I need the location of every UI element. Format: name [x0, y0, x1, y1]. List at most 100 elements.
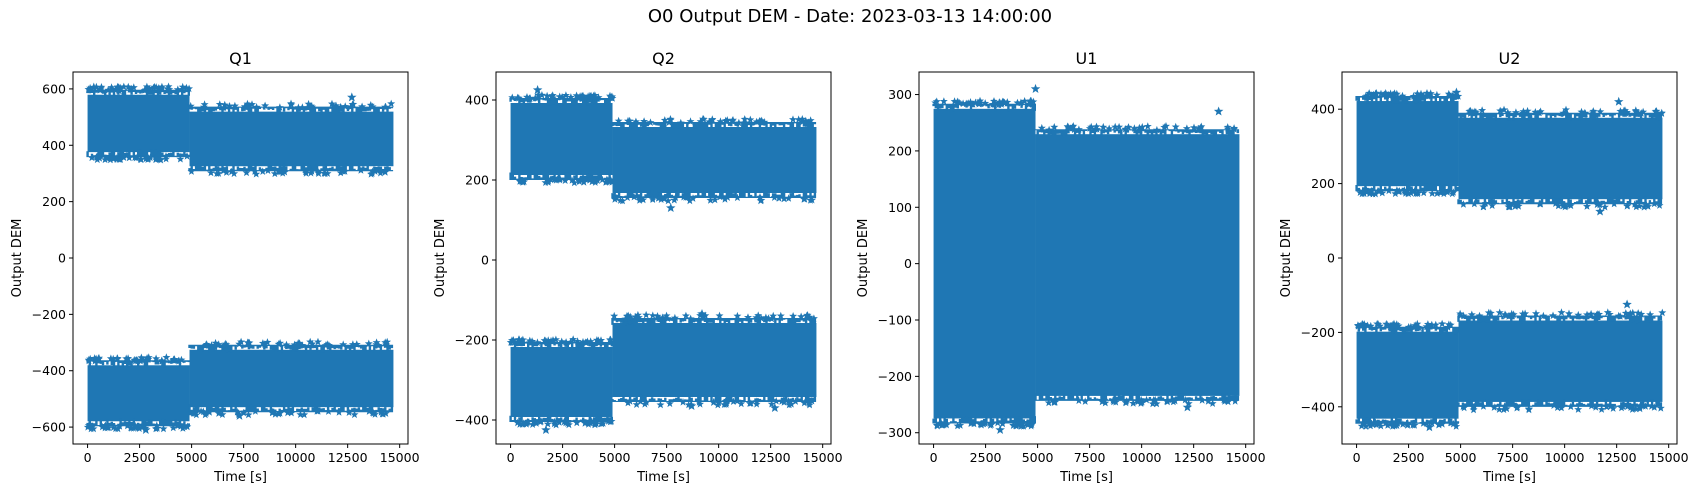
data-band-1	[189, 111, 394, 167]
y-tick-label: 400	[465, 93, 489, 108]
outlier-point	[532, 85, 543, 94]
x-tick-label: 15000	[803, 450, 843, 465]
edge-points-3	[186, 337, 392, 419]
outlier-point	[686, 401, 697, 410]
edge-points-2	[83, 353, 192, 433]
y-tick-label: −300	[878, 425, 912, 440]
outlier-point	[1549, 399, 1559, 409]
y-tick-label: 400	[1311, 102, 1335, 117]
y-tick-label: 0	[58, 251, 66, 266]
y-tick-label: 0	[904, 256, 912, 271]
outlier-point	[347, 92, 357, 102]
y-tick-label: 200	[888, 143, 912, 158]
subplot-u1: U1 0 2500 5000 7500 10000 12500 15000 −300 −200 −1…	[856, 49, 1266, 485]
y-tick-label: 0	[481, 253, 489, 268]
x-tick-label: 15000	[1226, 450, 1266, 465]
y-tick-label: 200	[42, 194, 66, 209]
x-tick-label: 5000	[176, 450, 208, 465]
x-tick-label: 0	[1353, 450, 1361, 465]
edge-points-0	[84, 82, 193, 164]
x-axis-label: Time [s]	[1059, 470, 1113, 485]
data-band-2	[510, 347, 613, 417]
edge-points-1	[610, 114, 817, 205]
y-tick-label: −400	[1301, 399, 1335, 414]
x-tick-label: 10000	[276, 450, 316, 465]
data-band-0	[933, 108, 1036, 419]
y-tick-label: −400	[32, 363, 66, 378]
outlier-point	[1451, 87, 1462, 97]
x-tick-label: 0	[84, 450, 92, 465]
data-band-0	[87, 94, 190, 153]
y-tick-label: −200	[878, 369, 912, 384]
data-band-3	[612, 323, 817, 397]
x-tick-label: 7500	[228, 450, 260, 465]
edge-points-3	[610, 310, 818, 409]
data-band-1	[612, 127, 817, 193]
y-tick-label: 200	[1311, 176, 1335, 191]
outlier-point	[1595, 206, 1605, 216]
y-tick-label: −200	[455, 333, 489, 348]
x-tick-label: 10000	[1545, 450, 1585, 465]
x-tick-label: 2500	[547, 450, 579, 465]
x-tick-label: 15000	[1649, 450, 1689, 465]
edge-points-0	[508, 90, 617, 187]
outlier-point	[541, 425, 551, 434]
outlier-point	[1614, 96, 1624, 106]
edge-points-3	[1456, 308, 1667, 414]
data-band-2	[1356, 331, 1459, 419]
subplot-title: U2	[1499, 49, 1521, 68]
data-marks	[83, 82, 396, 434]
x-tick-label: 5000	[1022, 450, 1054, 465]
y-tick-label: −600	[32, 420, 66, 435]
data-band-0	[510, 103, 613, 175]
y-axis-label: Output DEM	[1279, 219, 1294, 298]
subplot-title: Q2	[652, 49, 675, 68]
x-tick-label: 7500	[1497, 450, 1529, 465]
data-band-3	[1458, 320, 1663, 402]
subplot-title: Q1	[229, 49, 252, 68]
data-band-1	[1035, 134, 1240, 396]
x-tick-label: 10000	[699, 450, 739, 465]
outlier-point	[770, 403, 780, 412]
x-tick-label: 12500	[1597, 450, 1637, 465]
y-tick-label: 300	[888, 87, 912, 102]
data-marks	[931, 83, 1240, 434]
y-tick-label: −200	[32, 307, 66, 322]
data-band-1	[1458, 117, 1663, 200]
x-tick-label: 7500	[1074, 450, 1106, 465]
x-tick-label: 15000	[380, 450, 420, 465]
outlier-point	[1182, 402, 1193, 412]
subplot-q2: Q2 0 2500 5000 7500 10000 12500 15000 −400 −200 0 2…	[433, 49, 843, 485]
y-tick-label: 100	[888, 200, 912, 215]
x-tick-label: 10000	[1122, 450, 1162, 465]
outlier-point	[1213, 106, 1224, 116]
x-tick-label: 5000	[599, 450, 631, 465]
x-tick-label: 2500	[124, 450, 156, 465]
axes-frame	[495, 71, 832, 445]
outlier-point	[1424, 422, 1435, 432]
y-tick-label: 200	[465, 173, 489, 188]
y-tick-label: 600	[42, 81, 66, 96]
y-tick-label: 400	[42, 138, 66, 153]
figure-title: O0 Output DEM - Date: 2023-03-13 14:00:0…	[647, 6, 1053, 27]
edge-points-2	[506, 335, 616, 429]
x-tick-label: 2500	[970, 450, 1002, 465]
y-axis-label: Output DEM	[433, 219, 448, 298]
x-axis-label: Time [s]	[213, 470, 267, 485]
edge-points-1	[186, 99, 396, 178]
outlier-point	[1622, 299, 1632, 309]
x-tick-label: 5000	[1445, 450, 1477, 465]
data-marks	[506, 85, 818, 434]
subplot-q1: Q1 0 2500 5000 7500 10000 12500 15000 −600 −400 −2…	[10, 49, 420, 485]
outlier-point	[697, 309, 707, 318]
x-axis-label: Time [s]	[636, 470, 690, 485]
x-axis-label: Time [s]	[1482, 470, 1536, 485]
x-tick-label: 12500	[751, 450, 791, 465]
outlier-point	[234, 410, 245, 420]
subplot-u2: U2 0 2500 5000 7500 10000 12500 15000 −400 −200 0 2…	[1279, 49, 1689, 485]
subplot-title: U1	[1076, 49, 1098, 68]
x-tick-label: 7500	[651, 450, 683, 465]
outlier-point	[89, 82, 99, 92]
y-axis-label: Output DEM	[856, 219, 871, 298]
x-tick-label: 0	[930, 450, 938, 465]
